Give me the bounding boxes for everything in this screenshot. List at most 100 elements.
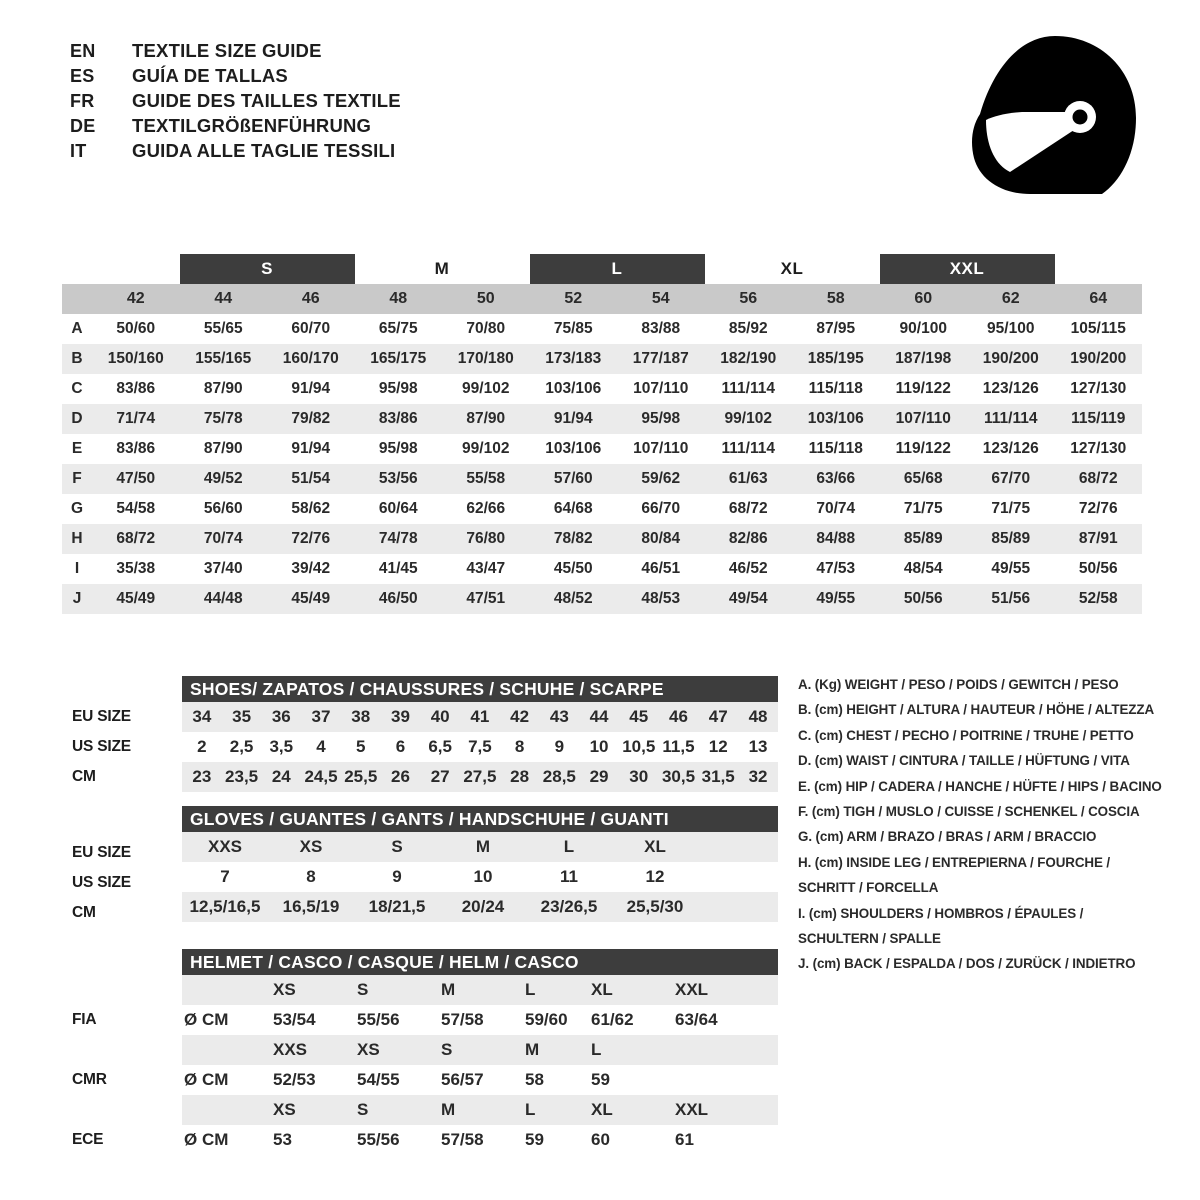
helmet-circumference-cell: 55/56 xyxy=(351,1125,435,1155)
table-row: E 83/86 87/90 91/94 95/98 99/102 103/106 107/11… xyxy=(62,434,1142,464)
title-language-code: FR xyxy=(70,91,95,111)
measurement-cell: 47/51 xyxy=(442,584,530,614)
size-cell: 23,5 xyxy=(221,762,262,792)
legend-line: SCHULTERN / SPALLE xyxy=(798,931,941,947)
measurement-row-label: F xyxy=(62,464,92,494)
measurement-cell: 177/187 xyxy=(617,344,705,374)
title-text: TEXTILE SIZE GUIDE xyxy=(132,40,322,61)
measurement-cell: 103/106 xyxy=(529,434,617,464)
measurement-cell: 65/75 xyxy=(354,314,442,344)
helmet-table-title: HELMET / CASCO / CASQUE / HELM / CASCO xyxy=(182,949,778,975)
table-row: 23 23,5 24 24,5 25,5 26 27 27,5 28 28,5 29 30 30,5 31… xyxy=(182,762,778,792)
legend-line: F. (cm) TIGH / MUSLO / CUISSE / SCHENKEL… xyxy=(798,804,1140,820)
size-cell: 23 xyxy=(182,762,222,792)
size-cell: 7 xyxy=(182,862,268,892)
size-cell: XXS xyxy=(182,832,268,862)
size-cell: 43 xyxy=(539,702,580,732)
size-header-cell: 64 xyxy=(1054,284,1142,314)
measurement-cell: 50/56 xyxy=(879,584,967,614)
measurement-cell: 111/114 xyxy=(967,404,1055,434)
helmet-circumference-cell: 59/60 xyxy=(519,1005,585,1035)
size-cell: 12 xyxy=(698,732,739,762)
measurement-cell: 37/40 xyxy=(179,554,267,584)
spacer-cell xyxy=(698,862,778,892)
measurement-cell: 107/110 xyxy=(617,374,705,404)
size-header-cell: 62 xyxy=(967,284,1055,314)
measurement-cell: 103/106 xyxy=(792,404,880,434)
helmet-unit-label: Ø CM xyxy=(182,1125,267,1155)
title-row: IT GUIDA ALLE TAGLIE TESSILI xyxy=(70,140,670,165)
size-cell: 18/21,5 xyxy=(354,892,440,922)
title-language-code: DE xyxy=(70,116,96,136)
measurement-cell: 190/200 xyxy=(967,344,1055,374)
title-language-code: IT xyxy=(70,141,87,161)
measurement-cell: 80/84 xyxy=(617,524,705,554)
size-cell: 47 xyxy=(698,702,739,732)
helmet-circumference-cell: 54/55 xyxy=(351,1065,435,1095)
title-row: ES GUÍA DE TALLAS xyxy=(70,65,670,90)
measurement-cell: 103/106 xyxy=(529,374,617,404)
legend-line: B. (cm) HEIGHT / ALTURA / HAUTEUR / HÖHE… xyxy=(798,702,1155,718)
size-cell: 11 xyxy=(526,862,612,892)
size-band-xxl: XXL xyxy=(879,254,1055,284)
measurement-cell: 50/56 xyxy=(1054,554,1142,584)
helmet-circumference-cell: 53 xyxy=(267,1125,351,1155)
measurement-cell: 87/95 xyxy=(792,314,880,344)
helmet-size-header-row: XS S M L XL XXL xyxy=(182,975,778,1005)
size-cell: 28,5 xyxy=(539,762,580,792)
measurement-cell: 83/88 xyxy=(617,314,705,344)
measurement-row-label: H xyxy=(62,524,92,554)
measurement-cell: 95/100 xyxy=(967,314,1055,344)
size-cell: 8 xyxy=(499,732,540,762)
size-cell: 37 xyxy=(301,702,341,732)
size-cell: 9 xyxy=(539,732,580,762)
size-header-cell: 48 xyxy=(354,284,442,314)
measurement-cell: 71/74 xyxy=(92,404,180,434)
spacer-cell xyxy=(182,1035,267,1065)
measurement-cell: 48/53 xyxy=(617,584,705,614)
measurement-cell: 182/190 xyxy=(704,344,792,374)
measurement-cell: 123/126 xyxy=(967,374,1055,404)
title-text: GUIDE DES TAILLES TEXTILE xyxy=(132,90,401,111)
size-cell: 28 xyxy=(499,762,540,792)
measurement-cell: 185/195 xyxy=(792,344,880,374)
helmet-size-label: S xyxy=(435,1035,519,1065)
shoes-row-label: CM xyxy=(72,768,96,785)
measurement-cell: 75/78 xyxy=(179,404,267,434)
size-cell: 3,5 xyxy=(261,732,302,762)
measurement-cell: 127/130 xyxy=(1054,374,1142,404)
size-band-s: S xyxy=(179,254,355,284)
size-cell: 5 xyxy=(340,732,381,762)
size-header-cell: 46 xyxy=(267,284,355,314)
measurement-cell: 47/53 xyxy=(792,554,880,584)
measurement-cell: 41/45 xyxy=(354,554,442,584)
measurement-cell: 87/90 xyxy=(179,434,267,464)
size-header-cell: 58 xyxy=(792,284,880,314)
measurement-cell: 56/60 xyxy=(179,494,267,524)
size-cell: 42 xyxy=(499,702,540,732)
size-cell: 35 xyxy=(221,702,262,732)
size-cell: 36 xyxy=(261,702,302,732)
measurement-cell: 83/86 xyxy=(354,404,442,434)
measurement-cell: 46/50 xyxy=(354,584,442,614)
measurement-cell: 49/52 xyxy=(179,464,267,494)
size-cell: 10 xyxy=(440,862,526,892)
measurement-cell: 51/56 xyxy=(967,584,1055,614)
measurement-cell: 48/52 xyxy=(529,584,617,614)
measurement-cell: 155/165 xyxy=(179,344,267,374)
helmet-size-label: XXL xyxy=(669,1095,778,1125)
table-row: B 150/160 155/165 160/170 165/175 170/180 173/… xyxy=(62,344,1142,374)
table-row: A 50/60 55/65 60/70 65/75 70/80 75/85 83/88 85/9… xyxy=(62,314,1142,344)
measurement-legend: A. (Kg) WEIGHT / PESO / POIDS / GEWITCH … xyxy=(798,672,1178,977)
measurement-cell: 85/89 xyxy=(879,524,967,554)
helmet-circumference-cell: 59 xyxy=(519,1125,585,1155)
size-cell: 32 xyxy=(738,762,778,792)
spacer-cell xyxy=(182,975,267,1005)
measurement-cell: 70/74 xyxy=(179,524,267,554)
title-text: TEXTILGRÖßENFÜHRUNG xyxy=(132,115,372,136)
measurement-cell: 99/102 xyxy=(704,404,792,434)
measurement-cell: 65/68 xyxy=(879,464,967,494)
gloves-size-table: GLOVES / GUANTES / GANTS / HANDSCHUHE / … xyxy=(182,806,778,922)
size-header-cell: 44 xyxy=(179,284,267,314)
helmet-circumference-cell: 58 xyxy=(519,1065,585,1095)
